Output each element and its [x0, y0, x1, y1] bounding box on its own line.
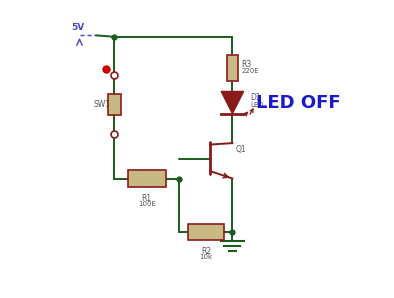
Text: R3: R3 — [241, 60, 251, 69]
Text: D1: D1 — [250, 93, 261, 102]
Text: SW1: SW1 — [94, 100, 111, 109]
Text: LED OFF: LED OFF — [256, 94, 341, 112]
Text: 5V: 5V — [72, 23, 85, 32]
Bar — [188, 224, 224, 240]
Text: LED: LED — [250, 102, 264, 108]
Text: 220E: 220E — [241, 68, 259, 74]
Text: 100E: 100E — [138, 201, 156, 207]
Bar — [128, 170, 166, 187]
Text: 10k: 10k — [199, 254, 212, 260]
Bar — [108, 94, 121, 115]
Polygon shape — [221, 91, 243, 114]
Text: R1: R1 — [142, 194, 152, 203]
Text: R2: R2 — [201, 247, 211, 256]
Text: Q1: Q1 — [235, 145, 246, 153]
Bar — [227, 55, 238, 81]
